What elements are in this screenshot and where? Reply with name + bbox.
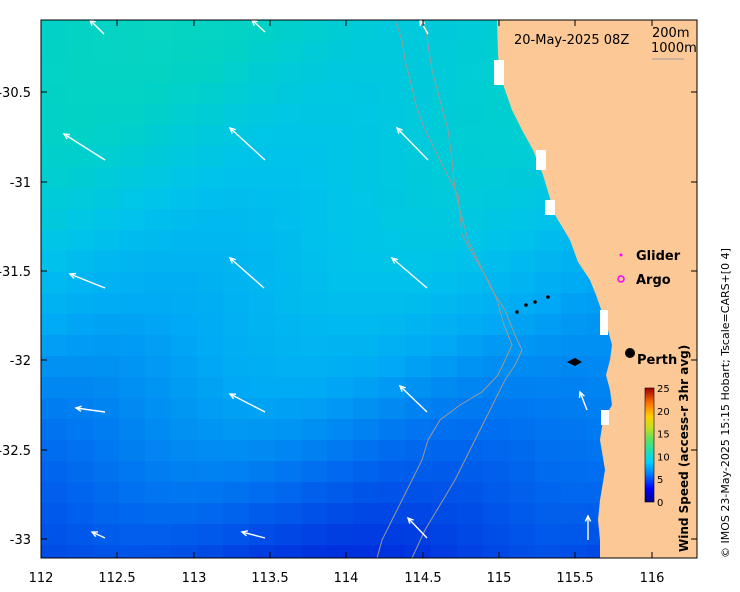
wind-vector-arrow xyxy=(229,393,266,413)
wind-vector-arrowhead xyxy=(406,516,414,524)
wind-vector-arrowhead xyxy=(395,126,403,134)
legend-argo-label: Argo xyxy=(636,273,671,288)
y-tick-label: -32.5 xyxy=(0,444,31,459)
plot-frame xyxy=(40,19,698,559)
y-tick-label: -32 xyxy=(10,354,31,369)
wind-vector-arrow xyxy=(63,133,106,161)
x-tick-label: 113.5 xyxy=(251,571,288,586)
colorbar-tick-label: 20 xyxy=(657,407,670,418)
x-tick-label: 112.5 xyxy=(98,571,135,586)
depth-label-200m: 200m xyxy=(652,26,689,41)
wind-vector-arrowhead xyxy=(240,530,249,537)
place-label-perth: Perth xyxy=(637,353,677,368)
wind-vector-arrowhead xyxy=(578,390,585,399)
x-tick-label: 116 xyxy=(640,571,665,586)
x-tick-label: 115 xyxy=(487,571,512,586)
colorbar-ticks: 0 5 10 15 20 25 xyxy=(657,384,670,509)
y-tick-label: -31 xyxy=(10,176,31,191)
argo-marker-icon xyxy=(617,275,625,283)
bathymetry-contours xyxy=(376,19,523,559)
colorbar: 0 5 10 15 20 25 Wind Speed (access-r 3hr avg) xyxy=(644,345,691,552)
colorbar-tick-label: 25 xyxy=(657,384,670,395)
wind-vector-arrow xyxy=(89,19,105,35)
wind-vector-arrow xyxy=(241,531,266,539)
credit-text: © IMOS 23-May-2025 15:15 Hobart; Tscale=… xyxy=(719,248,732,558)
island-dots xyxy=(515,295,582,366)
colorbar-tick-label: 5 xyxy=(657,475,663,486)
colorbar-ramp xyxy=(644,387,655,503)
y-axis: -30.5 -31 -31.5 -32 -32.5 -33 xyxy=(0,86,697,548)
wind-vector-arrowhead xyxy=(228,256,236,264)
coastal-patches xyxy=(494,60,609,425)
wind-vectors xyxy=(62,18,592,540)
y-tick-label: -33 xyxy=(10,533,31,548)
x-axis: 112 112.5 113 113.5 114 114.5 115 115.5 116 xyxy=(29,20,665,586)
wind-vector-arrow xyxy=(399,385,428,413)
wind-vector-arrow xyxy=(419,19,429,35)
contour-1000m xyxy=(411,19,523,559)
wind-vector-arrowhead xyxy=(584,514,592,522)
wind-vector-arrow xyxy=(229,127,266,161)
wind-vector-arrow xyxy=(391,257,428,289)
wind-vector-arrow xyxy=(75,407,106,413)
x-tick-label: 114.5 xyxy=(404,571,441,586)
wind-vector-arrowhead xyxy=(68,272,77,279)
wind-vector-arrowhead xyxy=(228,126,236,134)
depth-label-1000m: 1000m xyxy=(651,41,697,56)
colorbar-tick-label: 15 xyxy=(657,430,670,441)
wind-vector-arrow xyxy=(229,257,265,289)
perth-marker-icon xyxy=(625,348,635,358)
wind-vector-arrowhead xyxy=(62,133,71,140)
colorbar-label: Wind Speed (access-r 3hr avg) xyxy=(677,345,691,552)
map-timestamp: 20-May-2025 08Z xyxy=(514,33,629,48)
contour-200m xyxy=(376,19,513,559)
wind-vector-arrowhead xyxy=(398,384,406,392)
platform-legend: Glider Argo xyxy=(617,249,681,288)
wind-vector-arrow xyxy=(91,531,106,539)
wind-vector-arrow xyxy=(579,391,588,411)
legend-glider-label: Glider xyxy=(636,249,681,264)
colorbar-tick-label: 10 xyxy=(657,452,670,463)
wind-vector-arrow xyxy=(69,273,106,289)
colorbar-tick-label: 0 xyxy=(657,498,663,509)
x-tick-label: 113 xyxy=(182,571,207,586)
x-tick-label: 114 xyxy=(334,571,359,586)
wind-vector-arrowhead xyxy=(90,531,99,538)
wind-vector-arrow xyxy=(407,517,428,539)
x-tick-label: 115.5 xyxy=(556,571,593,586)
y-tick-label: -31.5 xyxy=(0,265,31,280)
wind-vector-arrowhead xyxy=(228,393,237,400)
wind-vector-arrowhead xyxy=(74,405,82,412)
wind-vector-arrow xyxy=(396,127,429,161)
wind-vector-arrow xyxy=(251,19,266,33)
glider-marker-icon xyxy=(619,253,623,257)
x-tick-label: 112 xyxy=(29,571,54,586)
wind-vector-arrowhead xyxy=(390,256,398,264)
y-tick-label: -30.5 xyxy=(0,86,31,101)
